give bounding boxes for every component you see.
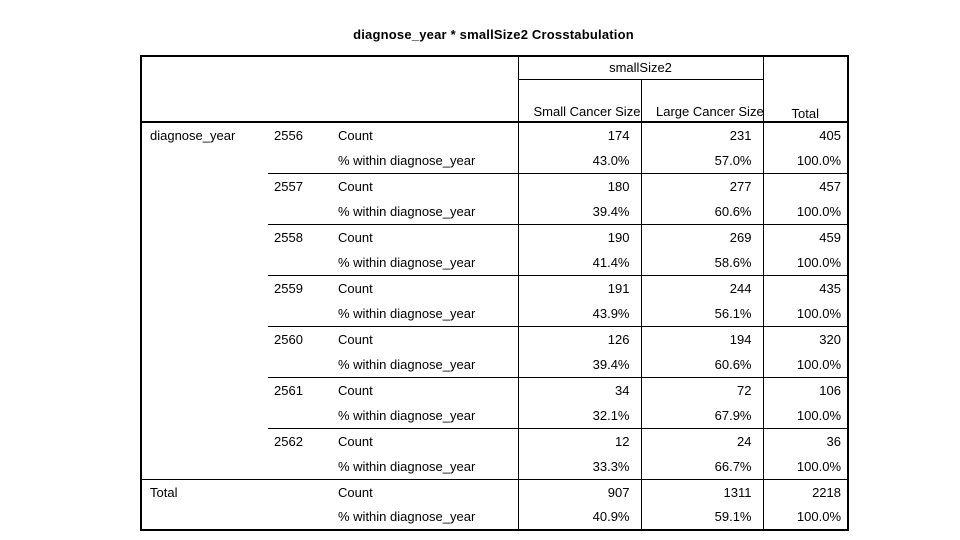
count-cell-small: 174 [518, 122, 642, 148]
table-row: % within diagnose_year 43.0% 57.0% 100.0% [141, 147, 848, 173]
count-row-label: Count [338, 376, 519, 403]
column-header-text: Small Cancer Size [533, 104, 641, 120]
count-cell-small: 180 [518, 172, 642, 199]
percent-cell-total: 100.0% [796, 203, 841, 219]
percent-cell-small: 39.4% [518, 198, 642, 224]
count-row-label: Count [338, 223, 519, 250]
count-cell-large: 1311 [641, 478, 764, 505]
column-group-header: smallSize2 [518, 56, 764, 80]
percent-cell-total: 100.0% [796, 254, 841, 270]
percent-cell-large: 60.6% [641, 198, 764, 224]
count-cell-small: 190 [518, 223, 642, 250]
count-row-label: Count [338, 172, 519, 199]
count-cell-large: 277 [641, 172, 764, 199]
year-label: 2558 [268, 223, 338, 275]
percent-cell-total: 100.0% [796, 458, 841, 474]
count-cell-large: 72 [641, 376, 764, 403]
percent-row-label: % within diagnose_year [338, 351, 519, 377]
count-cell-small: 907 [518, 478, 642, 505]
percent-row-label: % within diagnose_year [338, 249, 519, 275]
percent-cell-small: 43.0% [518, 147, 642, 173]
table-row: 2562 Count 12 24 36 [141, 427, 848, 479]
table-row: 2557 Count 180 277 457 [141, 172, 848, 224]
count-cell-total: 320 [763, 325, 848, 352]
table-row: % within diagnose_year 39.4% 60.6% 100.0% [141, 198, 848, 224]
table-row: 2560 Count 126 194 320 [141, 325, 848, 377]
percent-cell-large: 60.6% [641, 351, 764, 377]
percent-row-label: % within diagnose_year [338, 198, 519, 224]
percent-cell-large: 66.7% [641, 453, 764, 479]
percent-cell-total: 100.0% [796, 356, 841, 372]
count-row-label: Count [338, 122, 519, 148]
row-variable-label: diagnose_year [150, 128, 236, 143]
count-row-label: Count [338, 478, 519, 505]
percent-cell-total: 100.0% [796, 509, 841, 525]
table-row: 2561 Count 34 72 106 [141, 376, 848, 428]
column-header-text: Large Cancer Size [656, 104, 763, 120]
percent-row-label: % within diagnose_year [338, 402, 519, 428]
table-row: % within diagnose_year 32.1% 67.9% 100.0% [141, 402, 848, 428]
percent-row-label: % within diagnose_year [338, 300, 519, 326]
percent-cell-small: 41.4% [518, 249, 642, 275]
count-cell-small: 191 [518, 274, 642, 301]
count-cell-small: 34 [518, 376, 642, 403]
count-cell-total: 459 [763, 223, 848, 250]
percent-cell-small: 39.4% [518, 351, 642, 377]
table-row: diagnose_year 2556 Count 174 231 405 [141, 122, 848, 148]
total-row: % within diagnose_year 40.9% 59.1% 100.0% [141, 504, 848, 530]
table-row: 2558 Count 190 269 459 [141, 223, 848, 275]
percent-cell-large: 57.0% [641, 147, 764, 173]
percent-cell-small: 40.9% [518, 504, 642, 530]
total-column-header: Total [763, 56, 848, 123]
percent-cell-large: 59.1% [641, 504, 764, 530]
count-cell-large: 244 [641, 274, 764, 301]
percent-cell-total: 100.0% [796, 407, 841, 423]
total-row-label: Total [141, 478, 338, 530]
percent-cell-small: 33.3% [518, 453, 642, 479]
count-cell-large: 194 [641, 325, 764, 352]
table-row: % within diagnose_year 43.9% 56.1% 100.0% [141, 300, 848, 326]
column-header-large-cancer-size: Large Cancer Size [641, 79, 764, 123]
count-cell-large: 231 [641, 122, 764, 148]
table-row: 2559 Count 191 244 435 [141, 274, 848, 326]
percent-row-label: % within diagnose_year [338, 453, 519, 479]
count-row-label: Count [338, 274, 519, 301]
percent-cell-large: 58.6% [641, 249, 764, 275]
count-cell-large: 24 [641, 427, 764, 454]
count-cell-total: 106 [763, 376, 848, 403]
count-cell-total: 2218 [763, 478, 848, 505]
percent-cell-total: 100.0% [796, 152, 841, 168]
table-row: % within diagnose_year 33.3% 66.7% 100.0% [141, 453, 848, 479]
percent-cell-large: 56.1% [641, 300, 764, 326]
table-title: diagnose_year * smallSize2 Crosstabulati… [353, 27, 634, 42]
count-cell-total: 435 [763, 274, 848, 301]
year-label: 2560 [268, 325, 338, 377]
table-row: % within diagnose_year 39.4% 60.6% 100.0% [141, 351, 848, 377]
count-cell-total: 36 [763, 427, 848, 454]
percent-cell-small: 43.9% [518, 300, 642, 326]
percent-cell-total: 100.0% [796, 305, 841, 321]
column-header-small-cancer-size: Small Cancer Size [518, 79, 642, 123]
total-row: Total Count 907 1311 2218 [141, 478, 848, 530]
year-label: 2562 [268, 427, 338, 479]
count-cell-total: 457 [763, 172, 848, 199]
year-label: 2557 [268, 172, 338, 224]
percent-cell-large: 67.9% [641, 402, 764, 428]
count-cell-small: 126 [518, 325, 642, 352]
year-label: 2561 [268, 376, 338, 428]
header-empty-stub-cell [141, 56, 519, 123]
year-label: 2559 [268, 274, 338, 326]
count-row-label: Count [338, 325, 519, 352]
table-row: % within diagnose_year 41.4% 58.6% 100.0% [141, 249, 848, 275]
count-cell-large: 269 [641, 223, 764, 250]
year-label: 2556 [274, 128, 303, 143]
percent-cell-small: 32.1% [518, 402, 642, 428]
percent-row-label: % within diagnose_year [338, 504, 519, 530]
count-row-label: Count [338, 427, 519, 454]
count-cell-small: 12 [518, 427, 642, 454]
percent-row-label: % within diagnose_year [338, 147, 519, 173]
count-cell-total: 405 [819, 127, 841, 143]
crosstab-table: smallSize2 Total Small Cancer Size Large… [140, 55, 849, 531]
